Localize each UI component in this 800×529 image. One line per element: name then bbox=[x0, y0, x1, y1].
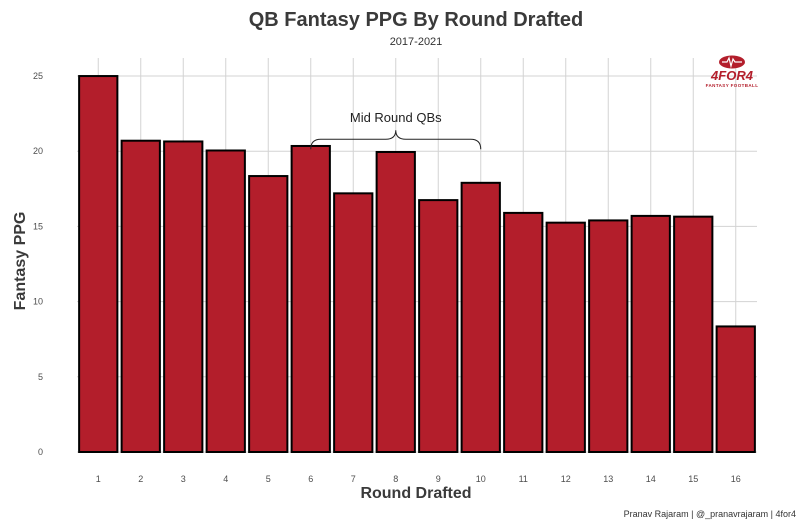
x-tick-label: 8 bbox=[393, 474, 398, 484]
bar-round-11 bbox=[503, 211, 544, 453]
logo-wordmark: 4FOR4 bbox=[710, 68, 754, 83]
y-tick-label: 15 bbox=[33, 221, 43, 231]
bar-round-2 bbox=[120, 139, 161, 453]
football-icon bbox=[719, 55, 745, 69]
bar-round-12 bbox=[545, 221, 586, 453]
x-tick-label: 14 bbox=[646, 474, 656, 484]
y-tick-label: 5 bbox=[38, 372, 43, 382]
bar-round-7 bbox=[333, 192, 374, 453]
x-tick-label: 12 bbox=[561, 474, 571, 484]
y-tick-label: 25 bbox=[33, 71, 43, 81]
x-tick-label: 15 bbox=[688, 474, 698, 484]
bar-round-6 bbox=[290, 144, 331, 453]
x-tick-label: 2 bbox=[138, 474, 143, 484]
x-tick-label: 9 bbox=[436, 474, 441, 484]
bar-round-10 bbox=[460, 181, 501, 453]
bar-round-4 bbox=[205, 149, 246, 453]
bar-round-9 bbox=[418, 199, 459, 453]
brand-logo: 4FOR4 FANTASY FOOTBALL bbox=[706, 55, 759, 88]
x-tick-label: 11 bbox=[519, 474, 528, 484]
bars bbox=[78, 75, 756, 454]
y-tick-label: 20 bbox=[33, 146, 43, 156]
x-tick-label: 5 bbox=[266, 474, 271, 484]
x-axis-ticks: 1 2 3 4 5 6 7 8 9 10 11 12 13 14 15 16 bbox=[96, 474, 741, 484]
logo-tagline: FANTASY FOOTBALL bbox=[706, 83, 759, 88]
chart-title: QB Fantasy PPG By Round Drafted bbox=[249, 9, 584, 31]
bar-round-16 bbox=[715, 325, 756, 454]
x-tick-label: 10 bbox=[476, 474, 486, 484]
bar-round-13 bbox=[588, 219, 629, 453]
x-tick-label: 6 bbox=[308, 474, 313, 484]
x-tick-label: 16 bbox=[731, 474, 741, 484]
bar-round-5 bbox=[248, 175, 289, 453]
y-axis-ticks: 0 5 10 15 20 25 bbox=[33, 71, 43, 457]
caption: Pranav Rajaram | @_pranavrajaram | 4for4 bbox=[624, 509, 796, 519]
x-tick-label: 7 bbox=[351, 474, 356, 484]
annotation-label: Mid Round QBs bbox=[350, 110, 442, 125]
y-tick-label: 0 bbox=[38, 447, 43, 457]
bar-round-8 bbox=[375, 150, 416, 453]
x-tick-label: 13 bbox=[603, 474, 613, 484]
bar-round-15 bbox=[673, 215, 714, 453]
bar-round-14 bbox=[630, 214, 671, 453]
chart-subtitle: 2017-2021 bbox=[390, 36, 443, 48]
x-tick-label: 4 bbox=[223, 474, 228, 484]
bar-round-1 bbox=[78, 75, 119, 453]
x-tick-label: 1 bbox=[96, 474, 101, 484]
bar-round-3 bbox=[163, 140, 204, 454]
x-tick-label: 3 bbox=[181, 474, 186, 484]
x-axis-title: Round Drafted bbox=[360, 485, 471, 502]
y-tick-label: 10 bbox=[33, 297, 43, 307]
y-axis-title: Fantasy PPG bbox=[12, 212, 29, 311]
